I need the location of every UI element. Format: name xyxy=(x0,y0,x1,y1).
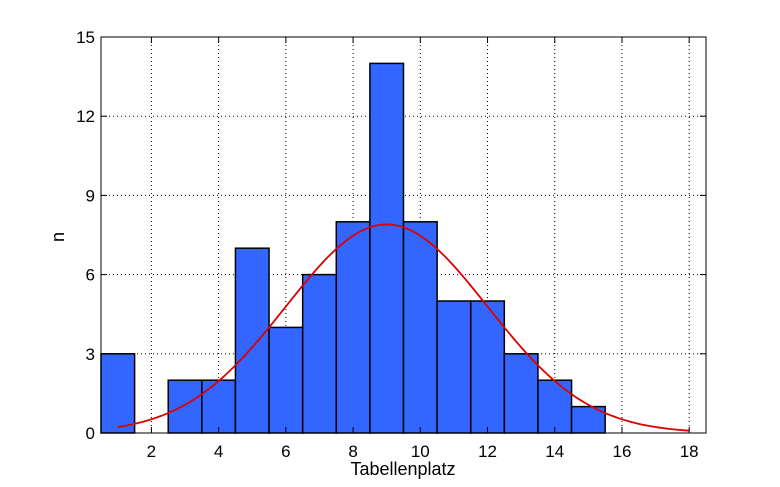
histogram-bar xyxy=(402,221,438,434)
x-tick-label: 14 xyxy=(545,442,564,461)
y-tick-label: 3 xyxy=(86,345,95,364)
histogram-bar xyxy=(167,379,203,434)
y-tick-label: 9 xyxy=(86,186,95,205)
histogram-bar xyxy=(335,221,371,434)
x-tick-label: 6 xyxy=(281,442,290,461)
histogram-bar xyxy=(436,300,472,434)
y-tick-label: 6 xyxy=(86,266,95,285)
y-tick-label: 0 xyxy=(86,424,95,443)
y-axis-title: n xyxy=(48,232,68,242)
histogram-bar xyxy=(503,353,539,434)
x-tick-label: 8 xyxy=(348,442,357,461)
x-tick-label: 2 xyxy=(147,442,156,461)
normal-fit-curve xyxy=(117,223,690,432)
y-tick-label: 12 xyxy=(76,107,95,126)
x-axis-title: Tabellenplatz xyxy=(350,459,455,479)
histogram-bar xyxy=(469,300,506,434)
histogram-bar xyxy=(537,379,573,434)
histogram-bar xyxy=(301,273,338,434)
y-axis-ticks: 0 3 6 9 12 15 xyxy=(76,28,706,443)
x-tick-label: 10 xyxy=(411,442,430,461)
histogram-bar xyxy=(201,379,237,434)
histogram-bar xyxy=(234,247,270,434)
x-tick-label: 12 xyxy=(478,442,497,461)
histogram-bar xyxy=(268,326,304,434)
histogram-bar xyxy=(369,62,405,434)
bars xyxy=(100,62,606,434)
plot-frame xyxy=(100,36,707,434)
x-tick-label: 4 xyxy=(214,442,223,461)
x-axis-ticks: 2 4 6 8 10 12 14 16 18 xyxy=(147,37,699,461)
x-tick-label: 18 xyxy=(680,442,699,461)
fit-curve-group xyxy=(117,223,690,432)
y-tick-label: 15 xyxy=(76,28,95,47)
x-tick-label: 16 xyxy=(613,442,632,461)
histogram-bar xyxy=(100,353,136,434)
